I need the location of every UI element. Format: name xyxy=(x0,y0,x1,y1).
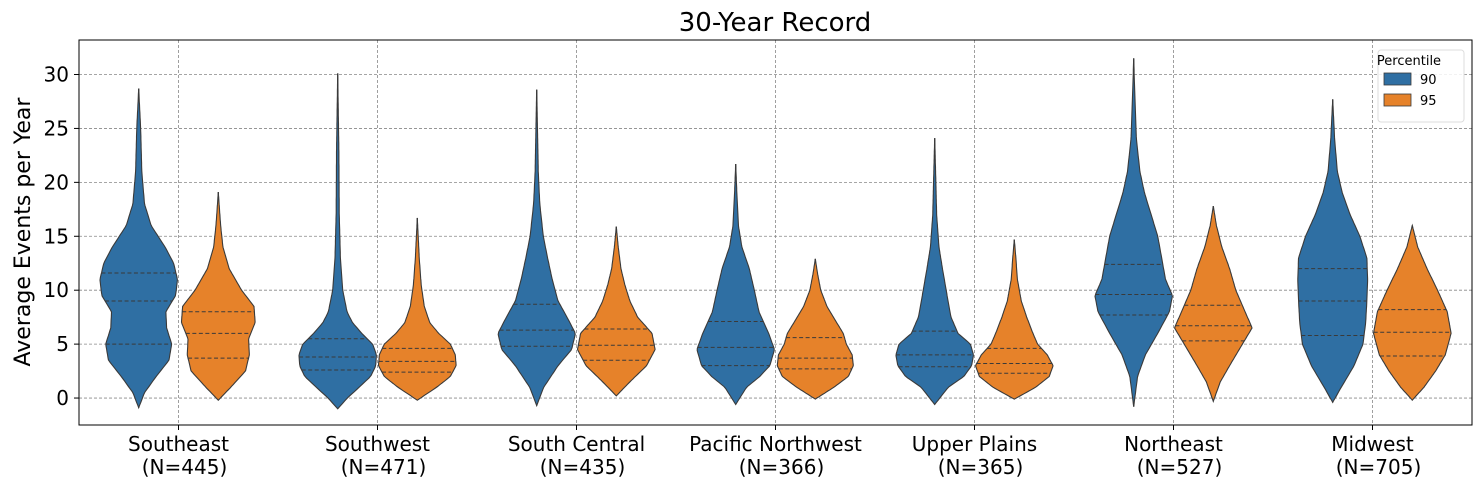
violin-90-6 xyxy=(1297,99,1369,404)
violin-body xyxy=(180,192,256,401)
violin-body xyxy=(975,239,1054,400)
y-tick-label: 30 xyxy=(44,63,69,87)
violin-body xyxy=(776,258,854,400)
legend: Percentile 90 95 xyxy=(1377,49,1465,123)
violin-90-3 xyxy=(696,163,775,406)
legend-label: 90 xyxy=(1420,73,1437,88)
y-tick-label: 10 xyxy=(44,278,69,302)
y-axis-label: Average Events per Year xyxy=(11,97,36,367)
violin-90-1 xyxy=(298,73,377,410)
violin-body xyxy=(1174,205,1253,403)
x-tick-label: South Central (N=435) xyxy=(508,432,645,479)
violin-body xyxy=(1372,223,1452,402)
violin-body xyxy=(377,217,457,401)
axis-layer: 0 5 10 15 20 25 30 Southeast (N=445) Southwest (N=… xyxy=(44,63,1422,479)
x-tick-label: Upper Plains (N=365) xyxy=(912,432,1037,479)
chart-title: 30-Year Record xyxy=(679,8,872,38)
y-tick-label: 15 xyxy=(44,224,69,248)
y-tick-label: 25 xyxy=(44,116,69,140)
violin-95-3 xyxy=(776,258,854,400)
y-tick-label: 0 xyxy=(56,386,69,410)
violin-95-6 xyxy=(1372,223,1452,402)
legend-label: 95 xyxy=(1420,94,1437,109)
violin-90-5 xyxy=(1094,58,1173,407)
x-tick-label: Southwest (N=471) xyxy=(325,432,430,479)
violin-95-0 xyxy=(180,192,256,401)
legend-title: Percentile xyxy=(1377,54,1441,69)
violin-body xyxy=(1297,99,1369,404)
violin-body xyxy=(497,89,576,408)
violin-body xyxy=(696,163,775,406)
violin-95-5 xyxy=(1174,205,1253,403)
legend-swatch xyxy=(1383,72,1412,86)
x-tick-label: Northeast (N=527) xyxy=(1124,432,1223,479)
violin-layer xyxy=(99,58,1452,410)
y-tick-label: 20 xyxy=(44,170,69,194)
x-tick-label: Midwest (N=705) xyxy=(1331,432,1421,479)
violin-90-4 xyxy=(895,138,974,406)
violin-body xyxy=(1094,58,1173,407)
violin-body xyxy=(576,226,656,397)
violin-body xyxy=(298,73,377,410)
violin-body xyxy=(895,138,974,406)
violin-90-0 xyxy=(99,88,178,410)
legend-swatch xyxy=(1383,93,1412,107)
violin-95-4 xyxy=(975,239,1054,400)
grid-layer xyxy=(79,40,1472,425)
x-tick-label: Southeast (N=445) xyxy=(128,432,229,479)
x-tick-label: Pacific Northwest (N=366) xyxy=(689,432,862,479)
violin-95-2 xyxy=(576,226,656,397)
violin-90-2 xyxy=(497,89,576,408)
violin-body xyxy=(99,88,178,410)
violin-95-1 xyxy=(377,217,457,401)
y-tick-label: 5 xyxy=(56,332,69,356)
